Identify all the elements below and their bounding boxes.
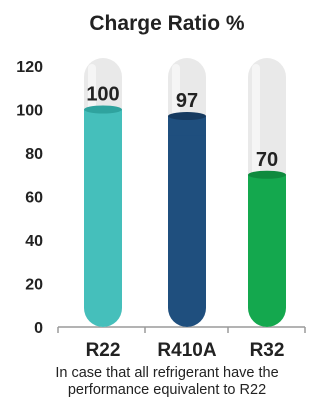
caption-line-1: In case that all refrigerant have the (55, 365, 279, 381)
bar-r32 (248, 174, 286, 327)
bar-top-fill (248, 174, 286, 194)
category-label: R410A (157, 340, 216, 361)
y-tick-label: 40 (25, 233, 43, 250)
data-label: 100 (86, 84, 119, 106)
y-tick-label: 100 (16, 103, 43, 120)
y-tick-label: 80 (25, 146, 43, 163)
y-axis (57, 326, 306, 333)
data-label: 97 (176, 90, 198, 112)
bar-surface (84, 105, 122, 114)
data-label: 70 (256, 149, 278, 171)
caption-line-2: performance equivalent to R22 (67, 382, 267, 398)
bars (84, 58, 286, 328)
bar-surface (168, 112, 206, 121)
category-label: R32 (250, 340, 285, 361)
bar-r410a (168, 116, 206, 328)
bar-top-fill (84, 109, 122, 129)
bar-top-fill (168, 116, 206, 136)
y-tick-label: 20 (25, 277, 43, 294)
category-label: R22 (86, 340, 121, 361)
bar-r22 (84, 109, 122, 327)
y-tick-label: 120 (16, 59, 43, 76)
y-tick-label: 60 (25, 190, 43, 207)
chart-caption: In case that all refrigerant have the pe… (0, 365, 334, 399)
labels: 0 20 40 60 80 100 120 100 R22 97 R410A 70 R32 (16, 59, 284, 361)
y-tick-label: 0 (34, 320, 43, 337)
chart-title: Charge Ratio % (89, 12, 245, 35)
bar-surface (248, 170, 286, 179)
